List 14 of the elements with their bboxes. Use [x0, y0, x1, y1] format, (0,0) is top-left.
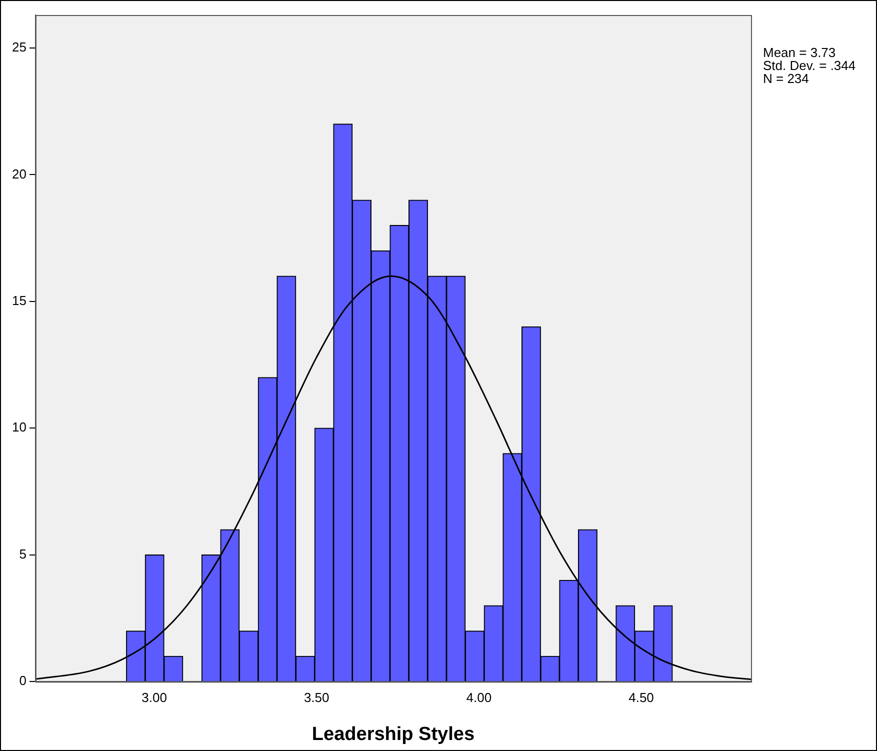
- y-tick-label: 5: [19, 546, 26, 562]
- x-axis-title: Leadership Styles: [312, 724, 475, 745]
- text: N = 234: [763, 71, 809, 86]
- y-tick-label: 20: [12, 166, 26, 182]
- y-tick-label: 15: [12, 292, 26, 308]
- x-tick-label: 3.50: [304, 690, 330, 705]
- x-tick-label: 4.00: [466, 690, 492, 705]
- x-tick-label: 4.50: [628, 690, 654, 705]
- x-tick-label: 3.00: [142, 690, 167, 705]
- y-tick-label: 10: [12, 420, 26, 435]
- text: Std. Dev. = .344: [763, 58, 856, 74]
- y-tick-label: 0: [19, 673, 26, 688]
- y-tick-label: 25: [12, 40, 26, 55]
- text: Mean = 3.73: [763, 45, 836, 60]
